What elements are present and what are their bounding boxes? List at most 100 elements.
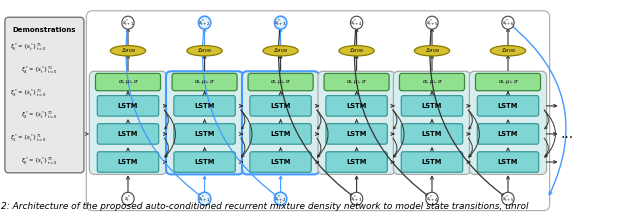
- Ellipse shape: [414, 46, 450, 56]
- FancyBboxPatch shape: [326, 124, 387, 144]
- FancyBboxPatch shape: [401, 124, 463, 144]
- Text: $s_{t+2}^*$: $s_{t+2}^*$: [198, 17, 211, 28]
- Circle shape: [122, 192, 134, 205]
- FancyBboxPatch shape: [174, 95, 236, 116]
- FancyBboxPatch shape: [477, 95, 539, 116]
- Text: $\xi_0^* = \{s_t^*\}_{t=0}^{T_0}$: $\xi_0^* = \{s_t^*\}_{t=0}^{T_0}$: [20, 155, 57, 167]
- Text: LSTM: LSTM: [118, 131, 138, 137]
- Text: $s_{t+1}^*$: $s_{t+1}^*$: [198, 193, 211, 204]
- FancyBboxPatch shape: [250, 124, 311, 144]
- Text: LSTM: LSTM: [498, 159, 518, 165]
- FancyBboxPatch shape: [324, 73, 389, 91]
- Text: LSTM: LSTM: [271, 131, 291, 137]
- Text: ...: ...: [560, 127, 573, 141]
- Text: $\mathcal{L}_{MDN}$: $\mathcal{L}_{MDN}$: [197, 46, 212, 55]
- Text: $s_{t+3}^*$: $s_{t+3}^*$: [350, 193, 363, 204]
- Text: $s_{t+6}^*$: $s_{t+6}^*$: [502, 17, 515, 28]
- Text: LSTM: LSTM: [195, 103, 215, 109]
- FancyBboxPatch shape: [250, 95, 311, 116]
- Text: $s_t^*$: $s_t^*$: [124, 193, 132, 204]
- Circle shape: [502, 192, 514, 205]
- Text: $s_{t+4}^*$: $s_{t+4}^*$: [426, 193, 438, 204]
- FancyBboxPatch shape: [97, 95, 159, 116]
- Circle shape: [426, 192, 438, 205]
- FancyBboxPatch shape: [174, 152, 236, 172]
- Text: $s_{t+2}^*$: $s_{t+2}^*$: [275, 193, 287, 204]
- Text: $\xi_2^* = \{s_t^*\}_{t=0}^{T_2}$: $\xi_2^* = \{s_t^*\}_{t=0}^{T_2}$: [20, 110, 57, 121]
- FancyBboxPatch shape: [476, 73, 541, 91]
- Text: LSTM: LSTM: [346, 103, 367, 109]
- Text: $\alpha_i, \mu_i, \sigma$: $\alpha_i, \mu_i, \sigma$: [118, 78, 138, 86]
- Text: $\mathcal{L}_{MDN}$: $\mathcal{L}_{MDN}$: [120, 46, 136, 55]
- FancyBboxPatch shape: [90, 71, 166, 175]
- Circle shape: [426, 16, 438, 29]
- Circle shape: [351, 16, 363, 29]
- Text: $\alpha_i, \mu_i, \sigma$: $\alpha_i, \mu_i, \sigma$: [270, 78, 291, 86]
- Ellipse shape: [339, 46, 374, 56]
- Text: LSTM: LSTM: [195, 159, 215, 165]
- Text: $\mathcal{L}_{MDN}$: $\mathcal{L}_{MDN}$: [424, 46, 440, 55]
- FancyBboxPatch shape: [172, 73, 237, 91]
- Circle shape: [122, 16, 134, 29]
- FancyBboxPatch shape: [95, 73, 161, 91]
- Circle shape: [275, 16, 287, 29]
- Text: LSTM: LSTM: [498, 103, 518, 109]
- Text: $\xi_1^* = \{s_t^*\}_{t=0}^{T_1}$: $\xi_1^* = \{s_t^*\}_{t=0}^{T_1}$: [10, 133, 46, 144]
- Text: $\xi_4^* = \{s_t^*\}_{t=0}^{T_4}$: $\xi_4^* = \{s_t^*\}_{t=0}^{T_4}$: [20, 65, 57, 76]
- Ellipse shape: [110, 46, 146, 56]
- Text: LSTM: LSTM: [422, 103, 442, 109]
- Text: $\xi_5^* = \{s_t^*\}_{t=0}^{T_5}$: $\xi_5^* = \{s_t^*\}_{t=0}^{T_5}$: [10, 42, 46, 53]
- Text: $\alpha_i, \mu_i, \sigma$: $\alpha_i, \mu_i, \sigma$: [422, 78, 442, 86]
- FancyBboxPatch shape: [399, 73, 465, 91]
- Text: LSTM: LSTM: [118, 103, 138, 109]
- FancyBboxPatch shape: [401, 95, 463, 116]
- Text: LSTM: LSTM: [271, 159, 291, 165]
- Text: $s_{t+3}^*$: $s_{t+3}^*$: [274, 17, 287, 28]
- Circle shape: [198, 16, 211, 29]
- Text: LSTM: LSTM: [346, 159, 367, 165]
- Text: LSTM: LSTM: [498, 131, 518, 137]
- FancyBboxPatch shape: [174, 124, 236, 144]
- Ellipse shape: [263, 46, 298, 56]
- Text: $\mathcal{L}_{MDN}$: $\mathcal{L}_{MDN}$: [273, 46, 288, 55]
- Text: 2: Architecture of the proposed auto-conditioned recurrent mixture density netwo: 2: Architecture of the proposed auto-con…: [1, 202, 528, 211]
- Text: LSTM: LSTM: [346, 131, 367, 137]
- Circle shape: [275, 192, 287, 205]
- Circle shape: [502, 16, 514, 29]
- FancyBboxPatch shape: [326, 95, 387, 116]
- Text: LSTM: LSTM: [195, 131, 215, 137]
- Ellipse shape: [187, 46, 222, 56]
- FancyBboxPatch shape: [326, 152, 387, 172]
- FancyBboxPatch shape: [248, 73, 313, 91]
- Circle shape: [351, 192, 363, 205]
- FancyBboxPatch shape: [477, 124, 539, 144]
- Text: LSTM: LSTM: [118, 159, 138, 165]
- Text: $\alpha_i, \mu_i, \sigma$: $\alpha_i, \mu_i, \sigma$: [346, 78, 367, 86]
- Text: $\xi_3^* = \{s_t^*\}_{t=0}^{T_3}$: $\xi_3^* = \{s_t^*\}_{t=0}^{T_3}$: [10, 87, 46, 98]
- FancyBboxPatch shape: [166, 71, 243, 175]
- Text: $s_{t+5}^*$: $s_{t+5}^*$: [426, 17, 438, 28]
- Text: $\alpha_i, \mu_i, \sigma$: $\alpha_i, \mu_i, \sigma$: [497, 78, 518, 86]
- FancyBboxPatch shape: [401, 152, 463, 172]
- Text: $s_{t+5}^*$: $s_{t+5}^*$: [502, 193, 515, 204]
- FancyBboxPatch shape: [5, 17, 84, 173]
- Circle shape: [198, 192, 211, 205]
- Text: $s_{t+1}^*$: $s_{t+1}^*$: [122, 17, 134, 28]
- FancyBboxPatch shape: [97, 124, 159, 144]
- FancyBboxPatch shape: [394, 71, 470, 175]
- FancyBboxPatch shape: [318, 71, 396, 175]
- Ellipse shape: [490, 46, 525, 56]
- Text: $\alpha_i, \mu_i, \sigma$: $\alpha_i, \mu_i, \sigma$: [194, 78, 215, 86]
- Text: $s_{t+4}^*$: $s_{t+4}^*$: [350, 17, 363, 28]
- Text: $\mathcal{L}_{MDN}$: $\mathcal{L}_{MDN}$: [500, 46, 515, 55]
- Text: Demonstrations: Demonstrations: [13, 27, 76, 33]
- Text: LSTM: LSTM: [422, 159, 442, 165]
- FancyBboxPatch shape: [97, 152, 159, 172]
- FancyBboxPatch shape: [477, 152, 539, 172]
- FancyBboxPatch shape: [242, 71, 319, 175]
- Text: LSTM: LSTM: [271, 103, 291, 109]
- FancyBboxPatch shape: [250, 152, 311, 172]
- FancyBboxPatch shape: [469, 71, 547, 175]
- Text: LSTM: LSTM: [422, 131, 442, 137]
- Text: $\mathcal{L}_{MDN}$: $\mathcal{L}_{MDN}$: [349, 46, 364, 55]
